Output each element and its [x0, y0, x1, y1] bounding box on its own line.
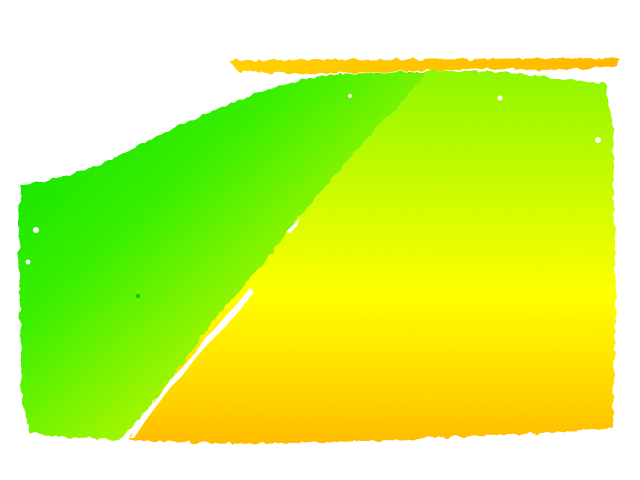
top-edge-strip [228, 58, 620, 74]
diagonal-gap [130, 288, 254, 438]
speck [136, 294, 140, 298]
hole [497, 95, 503, 101]
hole [25, 259, 31, 265]
hole [595, 137, 601, 143]
upper-gap [286, 218, 300, 233]
left-surface-region [18, 72, 428, 440]
hole [33, 227, 39, 233]
right-surface-region [128, 70, 616, 444]
hole [348, 94, 352, 98]
